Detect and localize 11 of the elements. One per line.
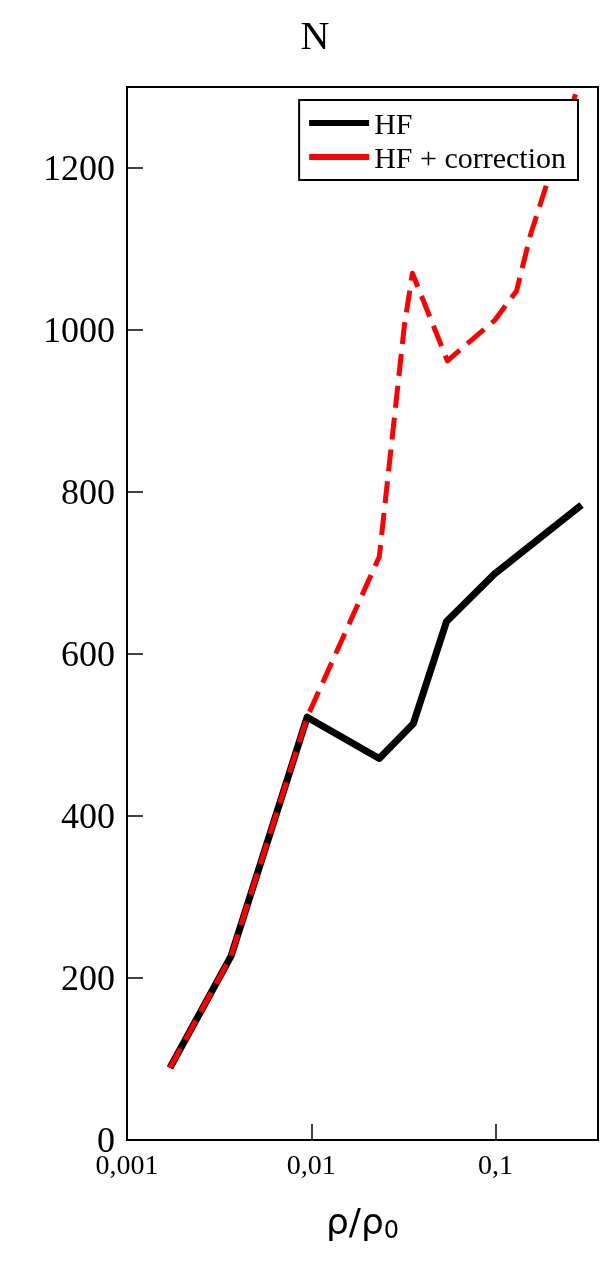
- chart-title: N: [300, 12, 330, 58]
- y-tick-label: 400: [61, 796, 115, 836]
- y-tick-label: 800: [61, 472, 115, 512]
- y-tick-label: 600: [61, 634, 115, 674]
- legend-label: HF + correction: [374, 140, 567, 174]
- y-tick-label: 1200: [43, 148, 115, 188]
- y-tick-label: 200: [61, 958, 115, 998]
- legend-label: HF: [374, 106, 413, 140]
- x-tick-label: 0,1: [478, 1148, 513, 1180]
- x-tick-label: 0,01: [286, 1148, 336, 1180]
- y-tick-label: 1000: [43, 310, 115, 350]
